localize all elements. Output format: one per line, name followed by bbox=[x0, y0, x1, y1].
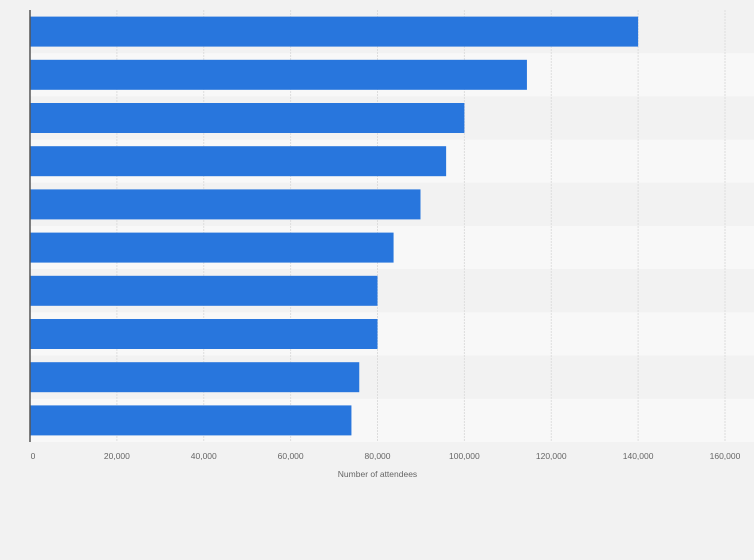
x-tick-label: 20,000 bbox=[104, 451, 130, 461]
x-tick-label: 160,000 bbox=[710, 451, 741, 461]
bar[interactable] bbox=[30, 405, 352, 436]
bar[interactable] bbox=[30, 232, 394, 263]
bar[interactable] bbox=[30, 362, 360, 393]
bar[interactable] bbox=[30, 275, 378, 306]
bar[interactable] bbox=[30, 103, 465, 133]
x-tick-label: 40,000 bbox=[191, 451, 217, 461]
x-tick-label: 60,000 bbox=[278, 451, 304, 461]
x-tick-label: 0 bbox=[31, 451, 36, 461]
bar[interactable] bbox=[30, 16, 639, 47]
x-tick-label: 140,000 bbox=[623, 451, 654, 461]
bar[interactable] bbox=[30, 59, 527, 90]
bar[interactable] bbox=[30, 319, 378, 349]
bar[interactable] bbox=[30, 189, 421, 220]
x-tick-label: 80,000 bbox=[365, 451, 391, 461]
x-tick-labels: 0 20,000 40,000 60,000 80,000 100,000 120,000 1… bbox=[31, 451, 741, 461]
bars bbox=[30, 16, 639, 436]
x-axis-title: Number of attendees bbox=[338, 469, 417, 479]
x-tick-label: 100,000 bbox=[449, 451, 480, 461]
bar[interactable] bbox=[30, 146, 447, 177]
x-tick-label: 120,000 bbox=[536, 451, 567, 461]
